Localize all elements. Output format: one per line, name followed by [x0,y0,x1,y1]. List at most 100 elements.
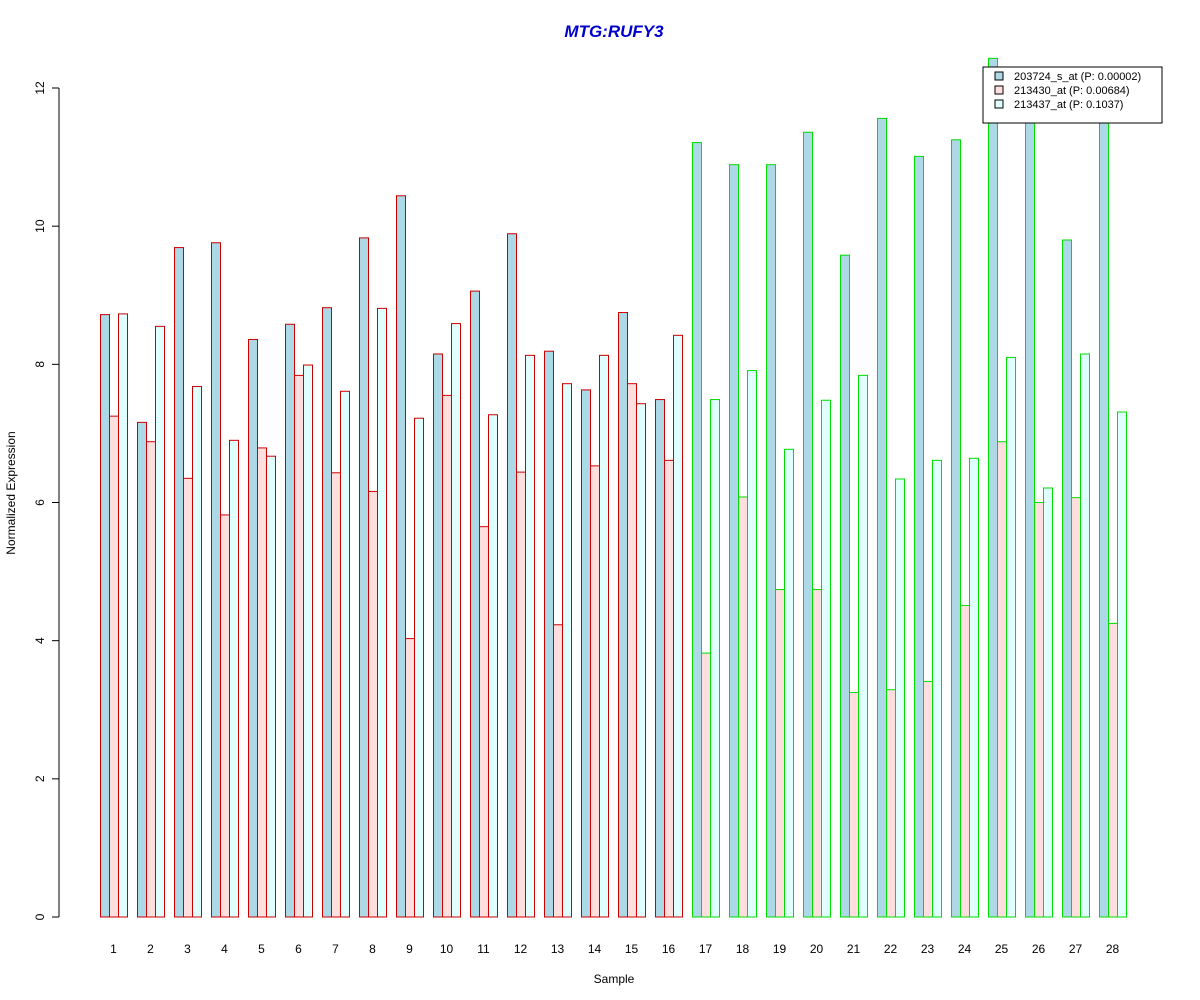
bar [1099,113,1109,918]
bar [192,385,202,918]
bar [803,131,813,918]
x-tick-label: 17 [699,942,713,956]
bar [840,254,850,918]
bar [1043,487,1053,918]
bar [618,312,628,918]
y-tick-label: 0 [33,913,47,920]
bar [988,57,998,918]
bar [1117,411,1127,918]
legend-entry: 203724_s_at (P: 0.00002) [1014,71,1141,83]
legend: 203724_s_at (P: 0.00002) 213430_at (P: 0.… [982,66,1163,124]
x-tick-label: 25 [995,942,1009,956]
x-tick-label: 28 [1106,942,1120,956]
bars-layer [100,57,1127,918]
x-tick-label: 16 [662,942,676,956]
bar [146,441,156,918]
legend-swatch [994,99,1004,109]
bar [673,334,683,918]
bar [895,478,905,918]
y-tick-label: 4 [33,637,47,644]
y-tick-label: 12 [33,81,47,95]
x-tick-label: 23 [921,942,935,956]
legend-swatch [994,85,1004,95]
bar [183,477,193,918]
x-tick-label: 3 [184,942,191,956]
bar [303,364,313,918]
bar [997,441,1007,918]
bar [368,490,378,918]
x-tick-label: 15 [625,942,639,956]
bar [1025,114,1035,918]
bar [821,399,831,918]
bar [581,389,591,918]
x-tick-label: 20 [810,942,824,956]
legend-entry: 213430_at (P: 0.00684) [1014,85,1130,97]
bar [433,353,443,918]
legend-entry: 213437_at (P: 0.1037) [1014,99,1123,111]
bar [220,514,230,918]
x-axis-labels: 1 2 3 4 5 6 7 8 9 10 11 12 13 14 15 16 17 18 19 20 21 22 23 24 2… [110,942,1119,956]
bar [655,399,665,918]
y-tick-label: 2 [33,775,47,782]
bar [710,399,720,918]
x-tick-label: 8 [369,942,376,956]
bar [627,383,637,918]
bar [118,313,128,918]
bar [100,314,110,918]
x-tick-label: 14 [588,942,602,956]
x-tick-label: 24 [958,942,972,956]
bar [1080,353,1090,918]
x-tick-label: 7 [332,942,339,956]
bar [488,414,498,918]
bar [784,448,794,918]
bar [692,142,702,918]
y-tick-label: 6 [33,499,47,506]
bar [1062,239,1072,918]
bar [294,374,304,918]
bar [442,394,452,918]
bar [516,471,526,918]
bar [729,164,739,918]
x-tick-label: 4 [221,942,228,956]
bar [525,354,535,918]
x-tick-label: 9 [406,942,413,956]
bar [507,233,517,918]
legend-swatch [994,71,1004,81]
bar [322,307,332,918]
bar [544,350,554,918]
x-tick-label: 11 [477,942,490,956]
y-axis: 0 2 4 6 8 10 12 [33,81,60,920]
x-axis-label: Sample [594,972,635,986]
bar [229,439,239,918]
x-tick-label: 21 [847,942,861,956]
bar [553,624,563,918]
bar [266,455,276,918]
y-tick-label: 10 [33,219,47,233]
bar [1071,497,1081,918]
bar [340,390,350,918]
bar [451,323,461,918]
bar [969,457,979,918]
bar [285,323,295,918]
bar [877,117,887,918]
x-tick-label: 19 [773,942,787,956]
bar [479,526,489,918]
bar [155,325,165,918]
y-tick-label: 8 [33,361,47,368]
bar [664,459,674,918]
bar [923,680,933,918]
bar [886,689,896,918]
bar [359,237,369,918]
bar [636,403,646,918]
bar [590,465,600,918]
bar [211,242,221,918]
legend-box [982,66,1163,124]
bar [960,604,970,918]
bar [701,652,711,918]
bar [858,374,868,918]
bar [377,307,387,918]
bar [174,247,184,918]
x-tick-label: 26 [1032,942,1046,956]
bar [405,638,415,918]
x-tick-label: 5 [258,942,265,956]
